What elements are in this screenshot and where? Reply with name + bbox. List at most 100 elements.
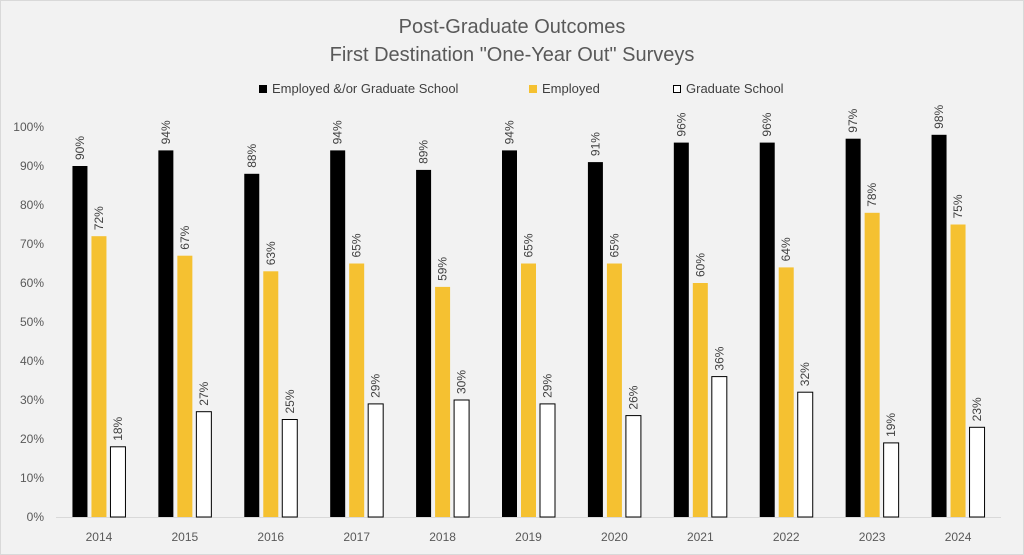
x-tick-label: 2020 <box>601 530 628 544</box>
bar <box>521 263 536 517</box>
x-tick-label: 2014 <box>86 530 113 544</box>
bar <box>72 166 88 517</box>
bar <box>453 399 470 518</box>
bar <box>625 415 642 518</box>
bar <box>263 271 279 517</box>
data-label: 23% <box>970 397 984 421</box>
x-tick-label: 2023 <box>859 530 886 544</box>
x-tick-label: 2015 <box>172 530 199 544</box>
bar <box>539 403 556 518</box>
data-label: 98% <box>932 104 946 128</box>
bar <box>435 286 451 517</box>
data-label: 30% <box>455 370 469 394</box>
data-label: 26% <box>626 385 640 409</box>
data-label: 18% <box>111 416 125 440</box>
bar <box>502 150 517 517</box>
data-label: 97% <box>846 108 860 132</box>
bar <box>711 376 728 518</box>
data-label: 29% <box>541 374 555 398</box>
bar <box>969 426 986 518</box>
y-tick-label: 90% <box>20 159 44 173</box>
data-label: 96% <box>674 112 688 136</box>
legend: Employed &/or Graduate School Employed G… <box>1 81 1023 101</box>
data-label: 36% <box>712 346 726 370</box>
data-label: 96% <box>760 112 774 136</box>
data-label: 63% <box>264 241 278 265</box>
data-label: 94% <box>503 120 517 144</box>
y-tick-label: 10% <box>20 471 44 485</box>
data-label: 75% <box>951 194 965 218</box>
x-tick-label: 2019 <box>515 530 542 544</box>
data-label: 32% <box>798 362 812 386</box>
data-label: 29% <box>369 374 383 398</box>
bar <box>950 224 966 517</box>
bar <box>195 411 212 518</box>
bar <box>845 138 861 517</box>
legend-swatch-employed-or-grad <box>259 84 267 93</box>
y-tick-label: 30% <box>20 393 44 407</box>
data-label: 90% <box>73 136 87 160</box>
bar <box>109 446 126 518</box>
data-label: 78% <box>865 182 879 206</box>
x-tick-label: 2021 <box>687 530 714 544</box>
data-label: 88% <box>245 143 259 167</box>
bar <box>864 212 880 518</box>
legend-swatch-employed <box>529 84 537 93</box>
bar <box>367 403 384 518</box>
data-label: 91% <box>588 132 602 156</box>
data-label: 94% <box>331 120 345 144</box>
bar <box>158 150 174 517</box>
data-label: 27% <box>197 381 211 405</box>
data-label: 65% <box>522 233 536 257</box>
bar <box>587 162 603 517</box>
data-label: 19% <box>884 413 898 437</box>
x-tick-label: 2022 <box>773 530 800 544</box>
legend-item-employed: Employed <box>529 81 600 96</box>
chart-title: Post-Graduate Outcomes <box>398 16 626 38</box>
bar <box>91 236 107 517</box>
bar <box>931 134 947 518</box>
data-label: 25% <box>283 389 297 413</box>
chart-subtitle: First Destination "One-Year Out" Surveys <box>329 44 695 66</box>
y-tick-label: 80% <box>20 198 44 212</box>
bar <box>883 442 900 518</box>
bar <box>416 169 432 517</box>
bar <box>606 263 622 517</box>
data-label: 60% <box>693 253 707 277</box>
data-label: 65% <box>607 233 621 257</box>
data-label: 59% <box>436 257 450 281</box>
y-tick-label: 40% <box>20 354 44 368</box>
bar <box>281 419 298 518</box>
data-label: 65% <box>350 233 364 257</box>
y-tick-label: 20% <box>20 432 44 446</box>
bar <box>673 142 689 517</box>
data-label: 64% <box>779 237 793 261</box>
bar <box>778 267 794 517</box>
data-label: 67% <box>178 225 192 249</box>
legend-label-employed: Employed <box>542 81 600 96</box>
y-tick-label: 70% <box>20 237 44 251</box>
bar <box>177 255 193 517</box>
legend-item-graduate-school: Graduate School <box>673 81 784 96</box>
x-tick-label: 2016 <box>257 530 284 544</box>
y-tick-label: 50% <box>20 315 44 329</box>
bar <box>349 263 365 517</box>
data-label: 72% <box>92 206 106 230</box>
x-tick-label: 2017 <box>343 530 370 544</box>
y-tick-label: 100% <box>13 120 44 134</box>
data-label: 89% <box>417 140 431 164</box>
bar <box>330 150 346 517</box>
data-label: 94% <box>159 120 173 144</box>
bar <box>797 391 814 518</box>
bar <box>692 283 708 517</box>
legend-swatch-graduate-school <box>673 84 681 93</box>
bar <box>244 173 260 518</box>
x-tick-label: 2018 <box>429 530 456 544</box>
legend-label-graduate-school: Graduate School <box>686 81 784 96</box>
y-tick-label: 60% <box>20 276 44 290</box>
x-tick-label: 2024 <box>945 530 972 544</box>
bar <box>759 142 775 517</box>
legend-item-employed-or-grad: Employed &/or Graduate School <box>259 81 458 96</box>
